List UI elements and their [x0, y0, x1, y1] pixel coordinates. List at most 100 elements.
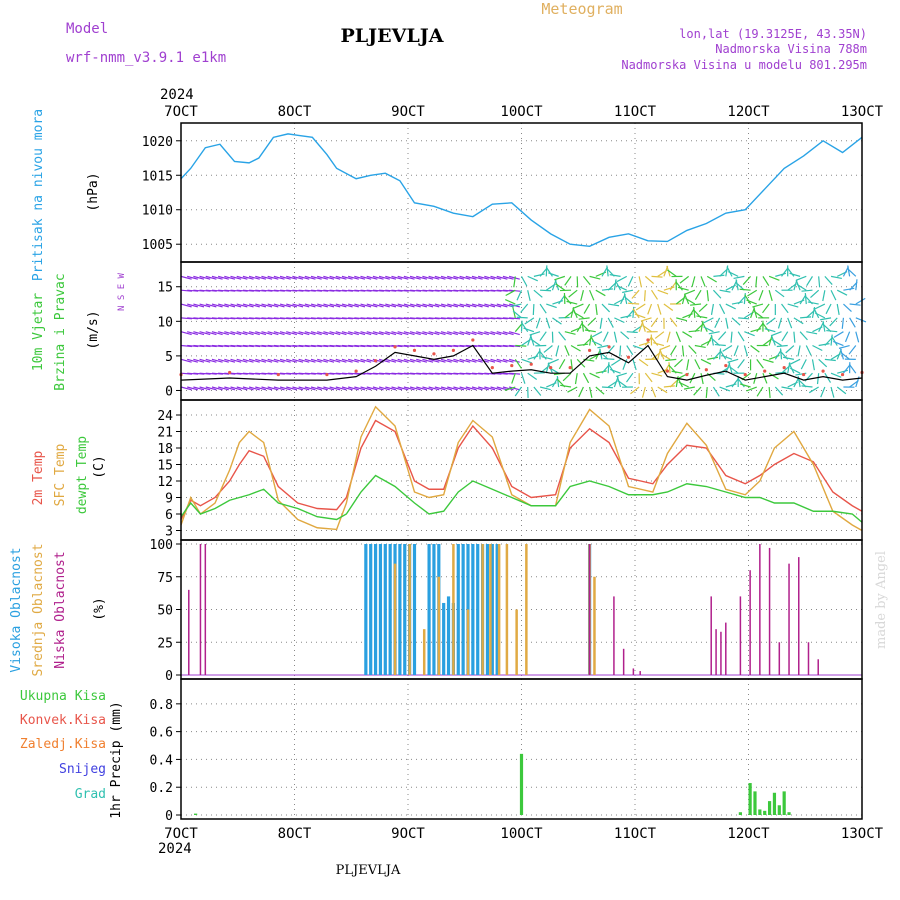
wind-arrow: [273, 386, 285, 391]
wind-arrow: [255, 358, 267, 363]
wind-arrow: [825, 303, 832, 315]
sfc-ylabel: SFC Temp: [53, 444, 68, 507]
wind-arrow: [323, 386, 335, 391]
wind-arrow: [731, 317, 741, 326]
wind-gust-point: [549, 366, 553, 370]
cloud-bar-low: [817, 659, 819, 675]
wind-arrow: [428, 303, 440, 308]
wind-arrow: [416, 386, 428, 391]
wind-arrow: [589, 289, 595, 301]
wind-arrow: [626, 345, 634, 356]
wind-arrow: [180, 331, 192, 336]
wind-arrow: [617, 380, 628, 388]
wind-arrow: [248, 275, 260, 280]
wind-arrow: [465, 331, 477, 336]
wind-arrow: [625, 372, 634, 383]
wind-arrow: [527, 372, 538, 380]
wind-arrow: [397, 275, 409, 280]
wind-arrow: [830, 372, 842, 378]
wind-arrow: [434, 331, 446, 336]
wind-arrow: [484, 386, 496, 391]
wind-arrow: [273, 303, 285, 308]
wind-arrow: [304, 358, 316, 363]
precip-bar: [787, 812, 791, 815]
wind-arrow: [814, 303, 826, 310]
wind-arrow: [627, 276, 634, 287]
wind-arrow: [242, 303, 254, 308]
wind-arrow: [733, 345, 739, 357]
wind-arrow: [261, 275, 273, 280]
wind-arrow: [719, 386, 731, 392]
wind-gust-point: [490, 366, 494, 370]
wind-arrow: [453, 275, 465, 280]
pressure-line: [180, 133, 863, 247]
y-tick-label: 24: [157, 409, 173, 424]
wind-arrow: [428, 275, 440, 280]
wind-arrow: [205, 331, 217, 336]
wind-gust-point: [782, 366, 786, 370]
wind-arrow: [700, 358, 712, 365]
y-tick-label: 15: [157, 281, 173, 296]
wind-arrow: [513, 276, 516, 288]
wind-arrow: [416, 331, 428, 336]
wind-arrow: [578, 317, 590, 320]
wind-arrow: [205, 275, 217, 280]
wind-arrow: [459, 275, 471, 280]
cloud-bar-high: [388, 544, 392, 675]
wind-arrow: [787, 317, 793, 329]
wind-arrow: [601, 386, 613, 389]
wind-arrow: [797, 345, 801, 357]
wind-arrow: [366, 275, 378, 280]
wind-arrow: [608, 303, 620, 307]
wind-arrow: [409, 331, 421, 336]
wind-arrow: [587, 317, 597, 326]
wind-arrow: [698, 303, 708, 312]
wind-arrow: [532, 304, 535, 316]
wind-arrow: [848, 345, 857, 355]
wind-arrow: [614, 317, 625, 324]
wind-arrow: [811, 359, 815, 371]
y-tick-label: 1015: [142, 169, 173, 184]
wind-gust-point: [228, 370, 232, 375]
cloud-bar-mid: [497, 544, 501, 675]
wind-arrow: [230, 386, 242, 391]
wind-arrow: [397, 358, 409, 363]
wind-arrow: [304, 331, 316, 336]
wind-arrow: [533, 289, 543, 298]
wind-arrow: [354, 386, 366, 391]
cloud-bar-low: [715, 629, 717, 675]
wind-arrow: [710, 303, 715, 315]
wind-arrow: [504, 386, 516, 391]
wind-arrow: [224, 303, 236, 308]
wind-arrow: [286, 358, 298, 363]
cloud-bar-low: [759, 544, 761, 675]
wind-arrow: [855, 297, 866, 305]
wind-arrow: [508, 275, 520, 280]
wind-arrow: [217, 303, 229, 308]
wind-arrow: [613, 331, 618, 343]
wind-arrow: [459, 331, 471, 336]
wind-arrow: [558, 331, 567, 341]
elevation-text: Nadmorska Visina 788m: [715, 42, 867, 56]
wind-arrow: [378, 331, 390, 336]
wind-arrow: [631, 289, 640, 299]
wind-arrow: [261, 303, 273, 308]
wind-arrow: [422, 386, 434, 391]
wind-arrow: [516, 316, 528, 319]
wind-arrow: [685, 297, 696, 305]
wind-arrow: [217, 331, 229, 336]
wind-arrow: [347, 358, 359, 363]
wind-arrow: [366, 331, 378, 336]
wind-arrow: [520, 303, 529, 313]
wind-arrow: [826, 329, 838, 333]
wind-arrow: [776, 344, 788, 348]
y-tick-label: 1005: [142, 238, 173, 253]
wind-arrow: [712, 289, 722, 299]
y-tick-label: 50: [157, 604, 173, 619]
y-tick-label: 10: [157, 315, 173, 330]
wind-arrow: [582, 372, 590, 384]
x-tick-label-top: 9OCT: [391, 104, 425, 120]
wind-arrow: [638, 276, 643, 288]
wind-arrow: [310, 275, 322, 280]
wind-arrow: [602, 331, 609, 342]
